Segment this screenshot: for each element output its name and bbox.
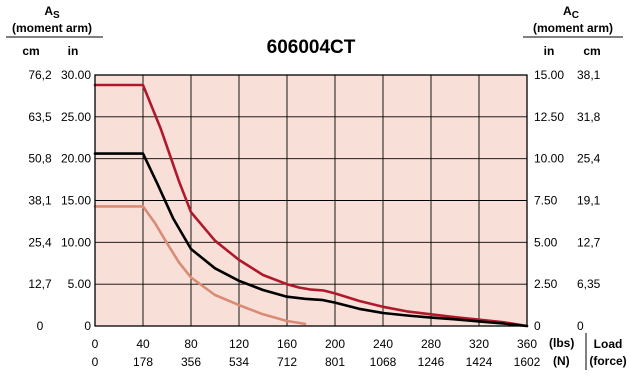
right-axis-header-main: A xyxy=(563,4,572,18)
left-axis-ticks: 30.00 76,2 25.00 63,5 20.00 50,8 15.00 38,1 10.0… xyxy=(28,68,91,333)
right-tick-in: 10.00 xyxy=(534,152,564,166)
x-tick-lbs: 40 xyxy=(136,337,150,351)
left-axis-unit-in: in xyxy=(68,44,79,58)
x-tick-n: 1068 xyxy=(370,355,397,369)
left-tick-cm: 76,2 xyxy=(28,68,52,82)
load-label-line1: Load xyxy=(594,337,623,351)
x-tick-lbs: 280 xyxy=(421,337,441,351)
x-tick-lbs: 200 xyxy=(325,337,345,351)
right-tick-in: 0 xyxy=(534,319,541,333)
right-tick-in: 15.00 xyxy=(534,68,564,82)
right-tick-in: 5.00 xyxy=(534,235,558,249)
series-layer xyxy=(93,83,529,328)
right-tick-cm: 0 xyxy=(577,319,584,333)
x-tick-n: 1602 xyxy=(514,355,541,369)
right-axis-header-sub: C xyxy=(572,10,579,21)
x-tick-n: 1424 xyxy=(466,355,493,369)
left-tick-in: 0 xyxy=(84,319,91,333)
x-tick-lbs: 0 xyxy=(92,337,99,351)
left-tick-in: 25.00 xyxy=(61,110,91,124)
x-tick-lbs: 240 xyxy=(373,337,393,351)
left-tick-cm: 63,5 xyxy=(28,110,52,124)
x-tick-lbs: 360 xyxy=(517,337,537,351)
x-tick-n: 801 xyxy=(325,355,345,369)
x-tick-n: 1246 xyxy=(418,355,445,369)
x-tick-n: 534 xyxy=(229,355,249,369)
right-tick-in: 2.50 xyxy=(534,277,558,291)
right-axis-unit-in: in xyxy=(544,44,555,58)
left-tick-cm: 50,8 xyxy=(28,152,52,166)
x-tick-lbs: 80 xyxy=(184,337,198,351)
right-axis-header-line2: (moment arm) xyxy=(533,21,613,35)
left-tick-cm: 0 xyxy=(37,319,44,333)
plot-frame xyxy=(94,74,528,327)
left-tick-cm: 38,1 xyxy=(28,194,52,208)
x-axis-ticks: 0 0 40 178 80 356 120 534 160 712 200 801 240 1068 280… xyxy=(92,337,541,369)
right-tick-cm: 12,7 xyxy=(577,235,601,249)
right-tick-cm: 19,1 xyxy=(577,194,601,208)
x-tick-n: 356 xyxy=(181,355,201,369)
left-tick-in: 5.00 xyxy=(68,277,92,291)
chart-title: 606004CT xyxy=(267,37,356,58)
series-line-3 xyxy=(93,205,307,326)
left-axis-header-line2: (moment arm) xyxy=(12,21,92,35)
left-tick-cm: 25,4 xyxy=(28,235,52,249)
x-unit-n: (N) xyxy=(553,354,570,368)
left-tick-in: 30.00 xyxy=(61,68,91,82)
x-unit-lbs: (lbs) xyxy=(549,336,574,350)
right-axis-unit-cm: cm xyxy=(583,44,600,58)
right-tick-in: 7.50 xyxy=(534,194,558,208)
grid xyxy=(95,75,527,326)
right-tick-cm: 31,8 xyxy=(577,110,601,124)
x-tick-n: 178 xyxy=(133,355,153,369)
x-tick-lbs: 320 xyxy=(469,337,489,351)
right-tick-cm: 6,35 xyxy=(577,277,601,291)
left-axis-header-main: A xyxy=(44,4,53,18)
right-axis-header: AC xyxy=(563,4,579,21)
left-axis-header-sub: S xyxy=(53,10,60,21)
x-tick-lbs: 120 xyxy=(229,337,249,351)
left-axis-unit-cm: cm xyxy=(22,44,39,58)
right-tick-cm: 25,4 xyxy=(577,152,601,166)
right-axis-ticks: 15.00 38,1 12.50 31,8 10.00 25,4 7.50 19,1 5.00 1… xyxy=(534,68,601,333)
x-tick-n: 712 xyxy=(277,355,297,369)
left-tick-in: 15.00 xyxy=(61,194,91,208)
left-axis-header: AS xyxy=(44,4,60,21)
load-label-line2: (force) xyxy=(589,354,626,368)
series-line-2 xyxy=(93,152,529,328)
right-tick-in: 12.50 xyxy=(534,110,564,124)
x-tick-n: 0 xyxy=(92,355,99,369)
x-tick-lbs: 160 xyxy=(277,337,297,351)
left-tick-in: 20.00 xyxy=(61,152,91,166)
series-line-1 xyxy=(93,83,529,328)
right-tick-cm: 38,1 xyxy=(577,68,601,82)
left-tick-cm: 12,7 xyxy=(28,277,52,291)
left-tick-in: 10.00 xyxy=(61,235,91,249)
